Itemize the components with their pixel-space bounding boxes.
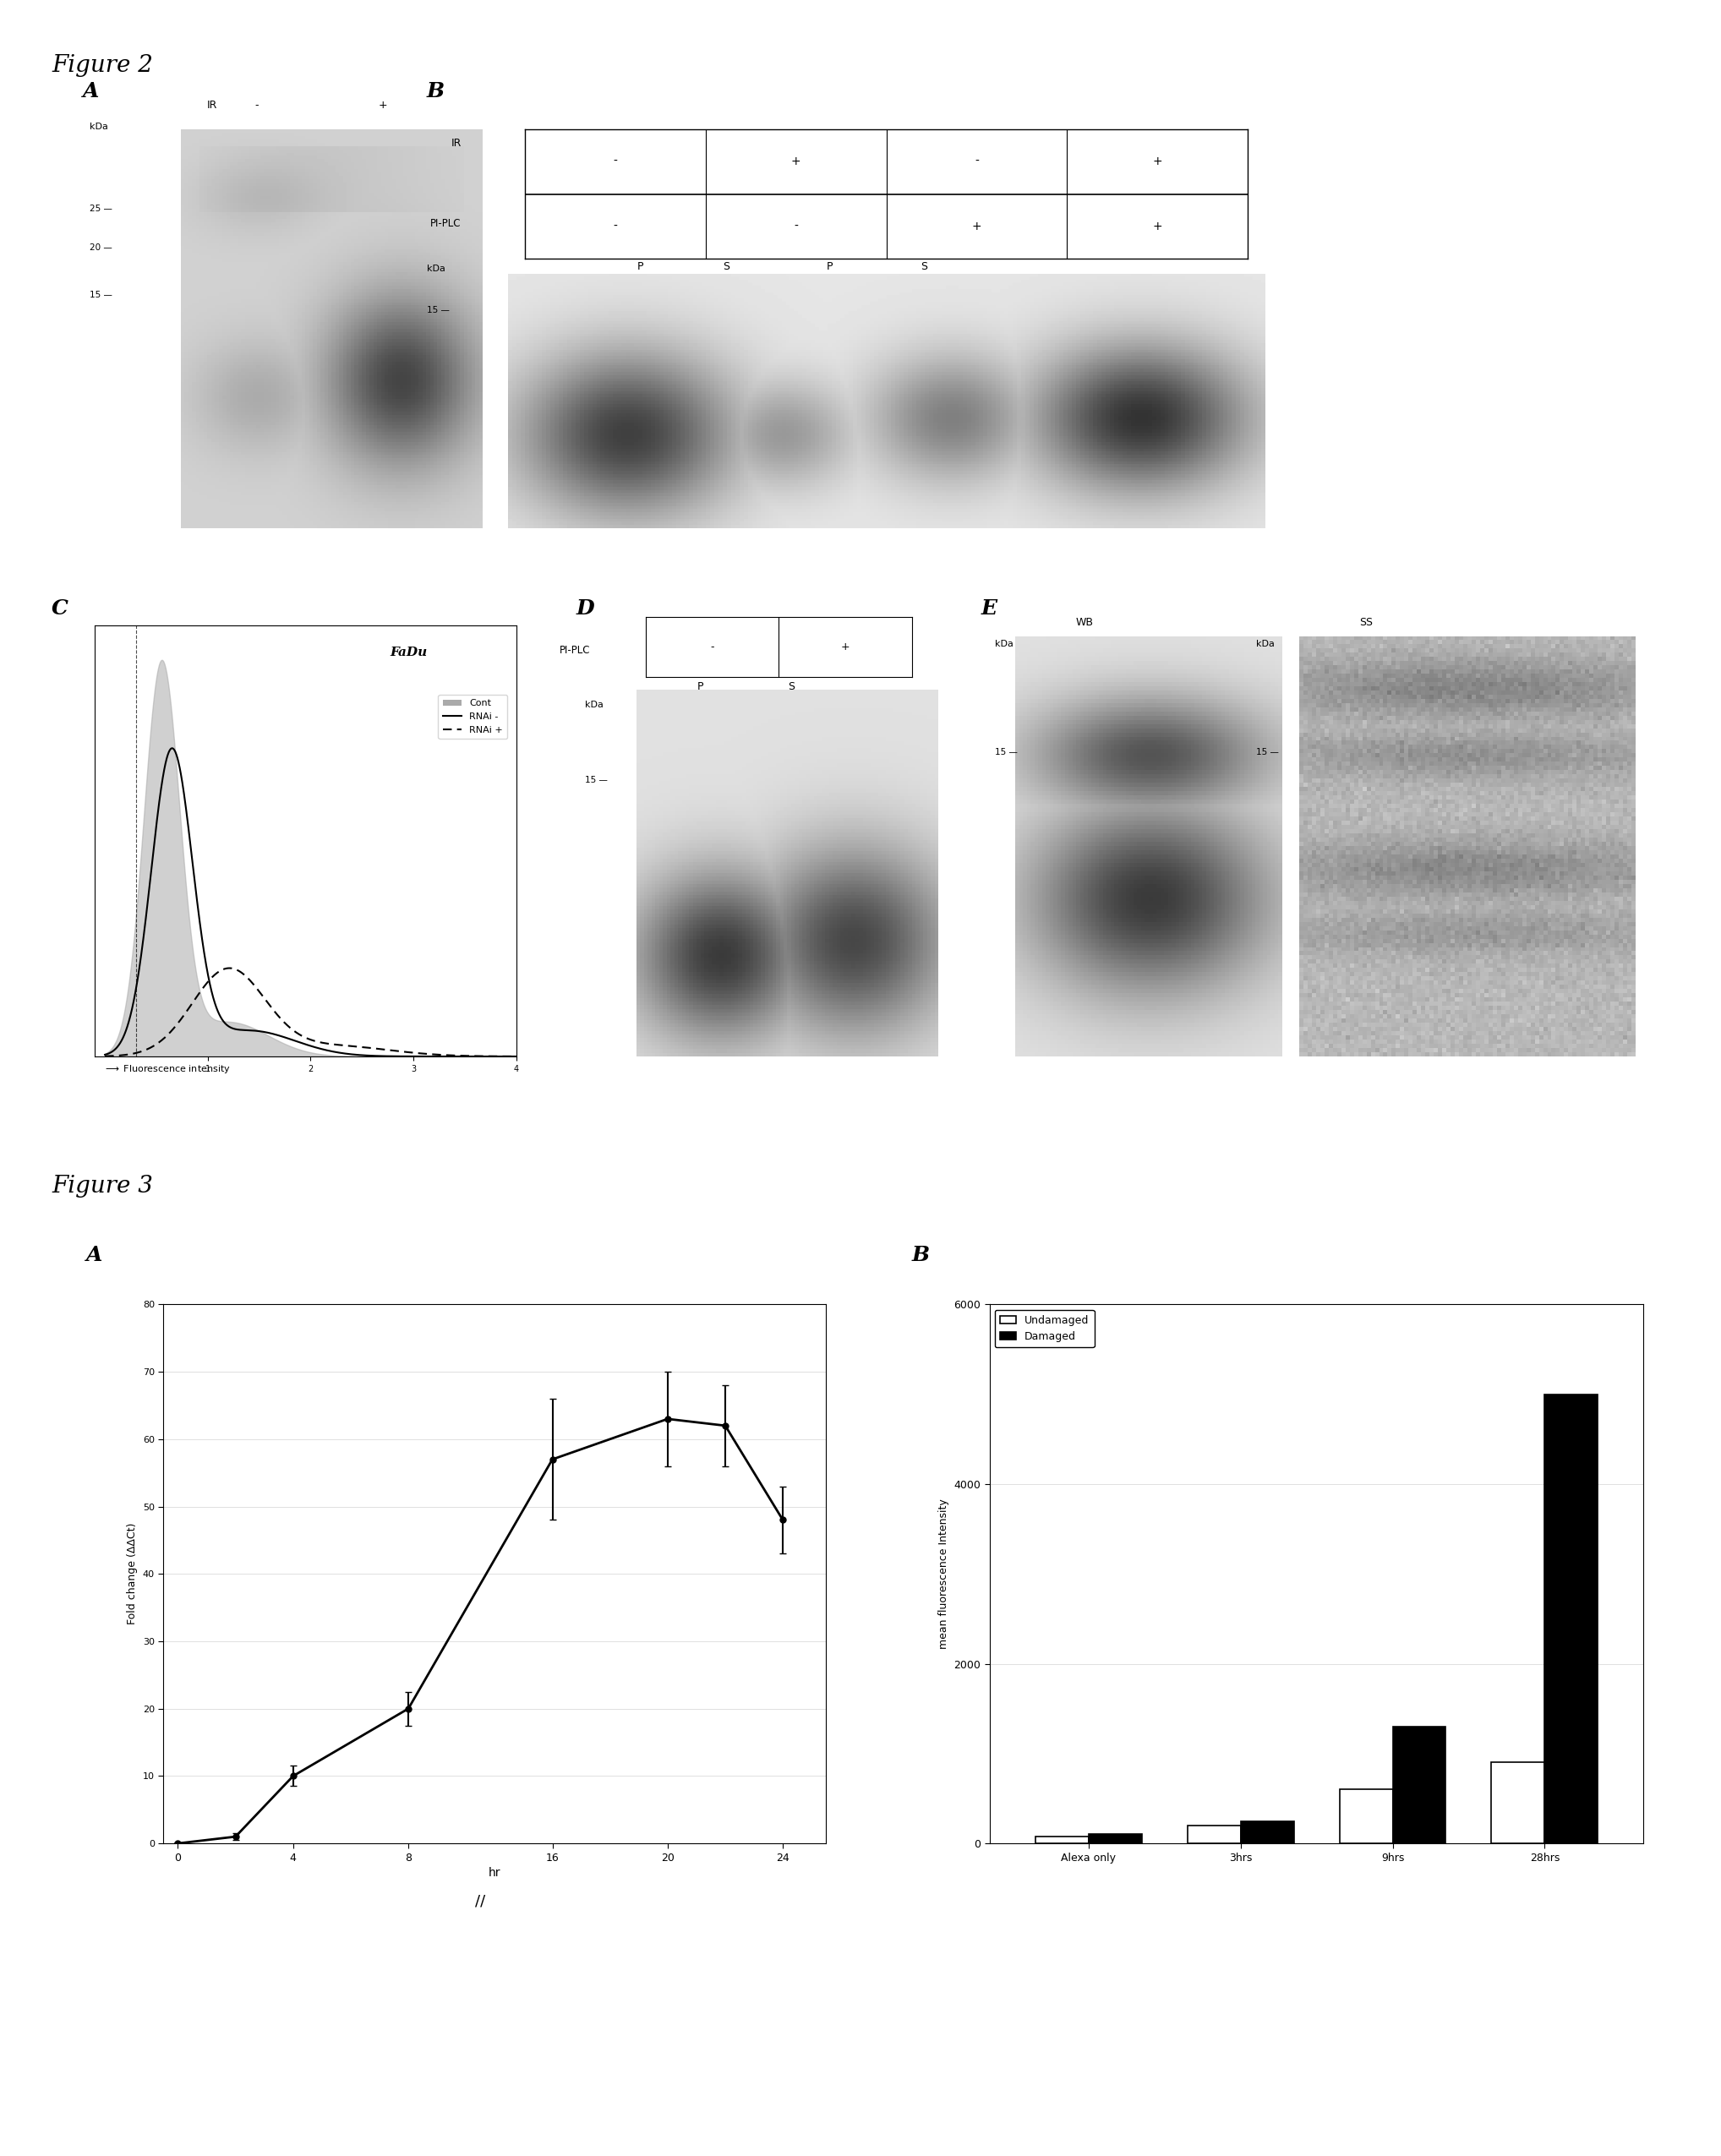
RNAi - [494,1044,515,1069]
Text: kDa: kDa [427,265,446,274]
RNAi - [95,1041,115,1067]
Text: B: B [912,1246,929,1266]
Text: +: + [1153,155,1162,168]
Text: Figure 3: Figure 3 [52,1175,153,1199]
Text: kDa: kDa [1256,640,1275,649]
Bar [1187,1826,1241,1843]
Text: +: + [842,640,850,653]
Line: RNAi +: RNAi + [105,968,516,1056]
Text: FaDu: FaDu [389,647,427,658]
Bar [1241,1822,1294,1843]
Text: +: + [379,99,387,110]
Text: -: - [613,220,618,233]
RNAi + [494,1044,515,1069]
Bar [1545,1395,1597,1843]
RNAi + [494,1044,515,1069]
Text: -: - [255,99,258,110]
Text: -: - [711,640,714,653]
RNAi + [115,1041,136,1067]
Text: +: + [1153,220,1162,233]
Text: PI-PLC: PI-PLC [559,645,590,655]
RNAi - [162,735,182,761]
Text: +: + [792,155,800,168]
RNAi + [418,1041,439,1067]
RNAi - [284,1028,305,1054]
Text: -: - [613,155,618,168]
Text: //: // [475,1893,485,1908]
RNAi + [284,1018,305,1044]
Line: RNAi -: RNAi - [105,748,516,1056]
Text: P: P [637,261,644,272]
Text: 15 —: 15 — [1256,748,1279,757]
Y-axis label: Fold change (ΔΔCt): Fold change (ΔΔCt) [127,1522,138,1626]
Text: 25 —: 25 — [89,205,112,213]
Bar [1392,1727,1446,1843]
Text: S: S [788,681,795,692]
Text: PI-PLC: PI-PLC [430,218,461,229]
Text: S: S [723,261,730,272]
Text: kDa: kDa [995,640,1014,649]
Text: 15 —: 15 — [427,306,449,315]
Text: IR: IR [207,99,217,110]
Text: S: S [921,261,928,272]
Text: -: - [974,155,979,168]
RNAi + [506,1044,527,1069]
Text: 15 —: 15 — [585,776,608,785]
Text: P: P [697,681,704,692]
Text: 15 —: 15 — [89,291,112,300]
Text: 15 —: 15 — [995,748,1017,757]
Text: E: E [981,599,996,619]
Bar [1492,1764,1545,1843]
Text: B: B [427,82,444,101]
Text: kDa: kDa [89,123,108,132]
Text: SS: SS [1360,617,1373,627]
RNAi - [294,1031,315,1056]
RNAi - [418,1044,439,1069]
Bar [1036,1837,1088,1843]
Text: P: P [826,261,833,272]
Text: kDa: kDa [585,701,604,709]
RNAi + [95,1044,115,1069]
Text: -: - [793,220,799,233]
X-axis label: hr: hr [489,1867,501,1878]
Text: IR: IR [451,138,461,149]
Text: Figure 2: Figure 2 [52,54,153,78]
Text: +: + [972,220,981,233]
Legend: Cont, RNAi -, RNAi +: Cont, RNAi -, RNAi + [439,694,508,740]
Text: C: C [52,599,69,619]
Text: WB: WB [1076,617,1093,627]
Bar [1339,1789,1392,1843]
Text: D: D [577,599,595,619]
Bar [1088,1835,1141,1843]
RNAi - [494,1044,515,1069]
RNAi - [115,1018,136,1044]
Text: A: A [83,82,100,101]
RNAi + [219,955,239,981]
Text: A: A [86,1246,103,1266]
RNAi + [294,1024,315,1050]
RNAi - [506,1044,527,1069]
Legend: Undamaged, Damaged: Undamaged, Damaged [995,1309,1095,1348]
Text: $\longrightarrow$ Fluorescence intensity: $\longrightarrow$ Fluorescence intensity [103,1063,231,1076]
Y-axis label: mean fluorescence Intensity: mean fluorescence Intensity [938,1498,948,1649]
Text: 20 —: 20 — [89,244,112,252]
